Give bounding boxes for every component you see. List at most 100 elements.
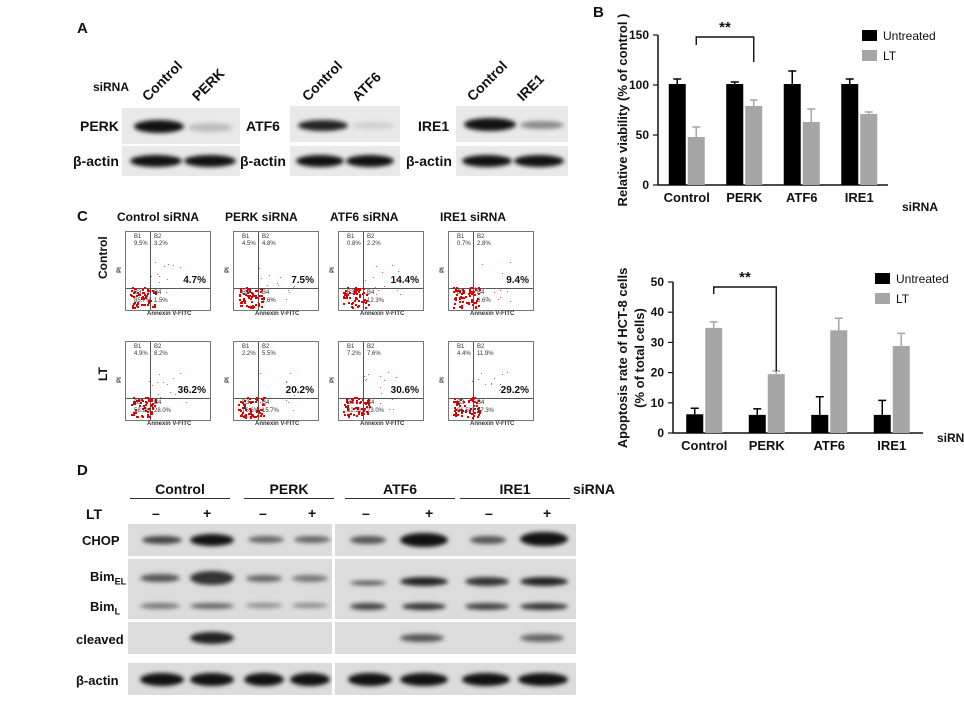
- group-label: Control: [155, 481, 205, 497]
- event-dot: [260, 287, 263, 290]
- event-dot: [453, 287, 456, 290]
- event-dot: [141, 288, 144, 291]
- apoptosis-percent: 36.2%: [177, 385, 206, 396]
- quadrant-value: 76.6%: [242, 408, 260, 414]
- event-dot: [367, 403, 370, 406]
- event-dot: [473, 411, 476, 414]
- event-dot: [352, 398, 355, 401]
- event-dot: [461, 412, 464, 415]
- event-dot: [246, 290, 249, 293]
- event-dot: [477, 407, 480, 410]
- event-dot: [154, 306, 157, 309]
- blot-band: [520, 532, 568, 546]
- event-dot: [151, 405, 154, 408]
- event-dot: [255, 411, 258, 414]
- flow-column-header: Control siRNA: [117, 210, 199, 224]
- event-dot: [465, 295, 468, 298]
- event-dot: [345, 289, 348, 292]
- event-dot: [286, 298, 288, 300]
- event-dot: [481, 372, 483, 374]
- quadrant-line: [258, 342, 259, 420]
- event-dot: [133, 397, 136, 400]
- event-dot: [258, 295, 261, 298]
- lane-label: Control: [298, 57, 346, 104]
- blot-target-label: IRE1: [418, 118, 450, 134]
- event-dot: [502, 273, 504, 275]
- event-dot: [478, 289, 481, 292]
- blot-target-label: PERK: [80, 118, 119, 134]
- event-dot: [166, 291, 168, 293]
- event-dot: [238, 299, 241, 301]
- event-dot: [147, 290, 150, 293]
- event-dot: [147, 397, 150, 400]
- event-dot: [242, 416, 245, 419]
- event-dot: [254, 294, 257, 297]
- event-dot: [154, 304, 157, 307]
- event-dot: [172, 265, 174, 267]
- event-dot: [368, 374, 370, 376]
- event-dot: [133, 400, 136, 403]
- event-dot: [135, 303, 138, 306]
- lt-sign: +: [425, 505, 434, 521]
- blot-band: [462, 673, 510, 686]
- event-dot: [154, 293, 157, 296]
- event-dot: [380, 376, 382, 378]
- event-dot: [241, 402, 244, 405]
- event-dot: [135, 415, 138, 418]
- panel-c-label: C: [77, 208, 88, 225]
- event-dot: [343, 403, 346, 406]
- event-dot: [144, 407, 147, 410]
- event-dot: [147, 304, 150, 307]
- event-dot: [257, 406, 260, 409]
- event-dot: [473, 293, 476, 296]
- event-dot: [467, 303, 470, 306]
- event-dot: [494, 377, 496, 379]
- event-dot: [242, 300, 245, 303]
- event-dot: [364, 306, 367, 309]
- event-dot: [149, 404, 152, 407]
- event-dot: [456, 414, 459, 417]
- event-dot: [277, 283, 279, 285]
- blot-band: [520, 634, 564, 642]
- event-dot: [460, 409, 463, 412]
- quadrant-value: 2.2%: [242, 351, 256, 357]
- flow-plot: B1 B2 4.9% 8.2% B3 B4 58.9% 28.0% 36.2%: [125, 341, 211, 421]
- axis-x-label: Annexin V-FITC: [255, 311, 300, 317]
- event-dot: [138, 294, 141, 297]
- event-dot: [466, 302, 469, 305]
- event-dot: [354, 300, 357, 303]
- lane-label: ATF6: [348, 68, 385, 104]
- event-dot: [155, 398, 158, 401]
- event-dot: [255, 296, 258, 299]
- x-tick-label: PERK: [749, 438, 786, 453]
- event-dot: [478, 293, 480, 295]
- blot-band: [402, 603, 446, 610]
- event-dot: [502, 374, 504, 376]
- event-dot: [367, 412, 370, 415]
- quadrant-label: B4: [477, 400, 485, 406]
- event-dot: [260, 301, 263, 304]
- quadrant-value: 85.7%: [134, 298, 152, 304]
- flow-column-header: ATF6 siRNA: [330, 210, 399, 224]
- event-dot: [366, 379, 368, 381]
- axis-y-label: PI: [329, 377, 336, 383]
- event-dot: [510, 262, 512, 264]
- blot-band: [246, 575, 282, 582]
- event-dot: [134, 287, 137, 290]
- event-dot: [135, 399, 138, 402]
- event-dot: [130, 413, 133, 416]
- event-dot: [395, 278, 397, 280]
- group-label: PERK: [269, 481, 309, 497]
- event-dot: [151, 402, 154, 405]
- event-dot: [151, 289, 154, 292]
- event-dot: [380, 386, 382, 388]
- lane-label: Control: [463, 57, 511, 104]
- event-dot: [260, 413, 263, 416]
- quadrant-value: 4.4%: [457, 351, 471, 357]
- event-dot: [472, 416, 475, 419]
- quadrant-label: B3: [134, 400, 142, 406]
- event-dot: [161, 299, 163, 301]
- event-dot: [469, 291, 472, 294]
- event-dot: [141, 296, 144, 299]
- event-dot: [361, 413, 364, 416]
